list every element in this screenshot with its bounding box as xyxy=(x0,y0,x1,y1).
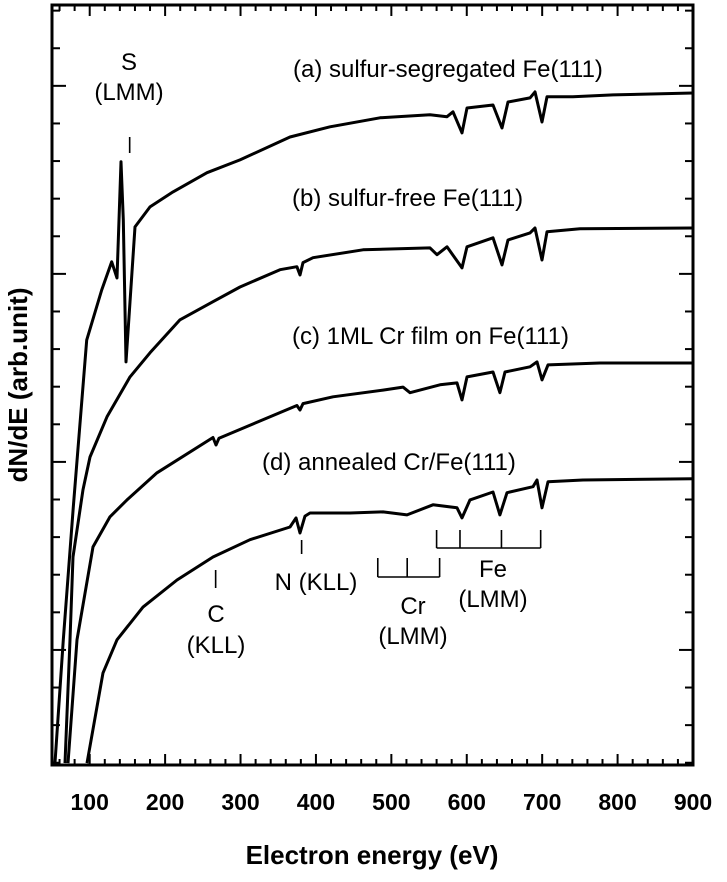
plot-frame xyxy=(50,3,695,767)
annotation-s-element: S xyxy=(121,49,137,76)
series-label-c: (c) 1ML Cr film on Fe(111) xyxy=(292,323,569,350)
peak-markers xyxy=(128,137,542,588)
x-tick-label: 600 xyxy=(448,789,486,815)
annotation-c-transition: (KLL) xyxy=(187,632,246,659)
series-label-b: (b) sulfur-free Fe(111) xyxy=(292,185,523,212)
x-tick-label: 800 xyxy=(598,789,636,815)
y-axis-label: dN/dE (arb.unit) xyxy=(3,288,33,483)
x-tick-label: 700 xyxy=(523,789,561,815)
x-axis-label: Electron energy (eV) xyxy=(246,840,499,870)
x-tick-label: 400 xyxy=(297,789,335,815)
series-label-d: (d) annealed Cr/Fe(111) xyxy=(262,449,516,476)
x-tick-label: 500 xyxy=(372,789,410,815)
annotation-fe-element: Fe xyxy=(479,556,507,583)
spectrum-curve-a xyxy=(53,90,694,763)
x-tick-label: 200 xyxy=(146,789,184,815)
x-tick-labels: 100 200 300 400 500 600 700 800 900 xyxy=(71,789,713,815)
spectrum-curve-d xyxy=(85,477,694,764)
spectrum-curve-c xyxy=(66,360,693,764)
annotation-cr-element: Cr xyxy=(400,593,425,620)
x-tick-label: 300 xyxy=(221,789,259,815)
annotation-s-transition: (LMM) xyxy=(94,79,163,106)
x-tick-label: 900 xyxy=(674,789,712,815)
spectrum-curve-b xyxy=(63,226,694,764)
annotation-cr-transition: (LMM) xyxy=(378,623,447,650)
spectra-curves xyxy=(53,90,694,764)
annotation-fe-transition: (LMM) xyxy=(458,586,527,613)
annotation-n-label: N (KLL) xyxy=(275,569,358,596)
series-label-a: (a) sulfur-segregated Fe(111) xyxy=(293,56,603,83)
annotation-c-element: C xyxy=(207,601,224,628)
x-tick-label: 100 xyxy=(71,789,109,815)
